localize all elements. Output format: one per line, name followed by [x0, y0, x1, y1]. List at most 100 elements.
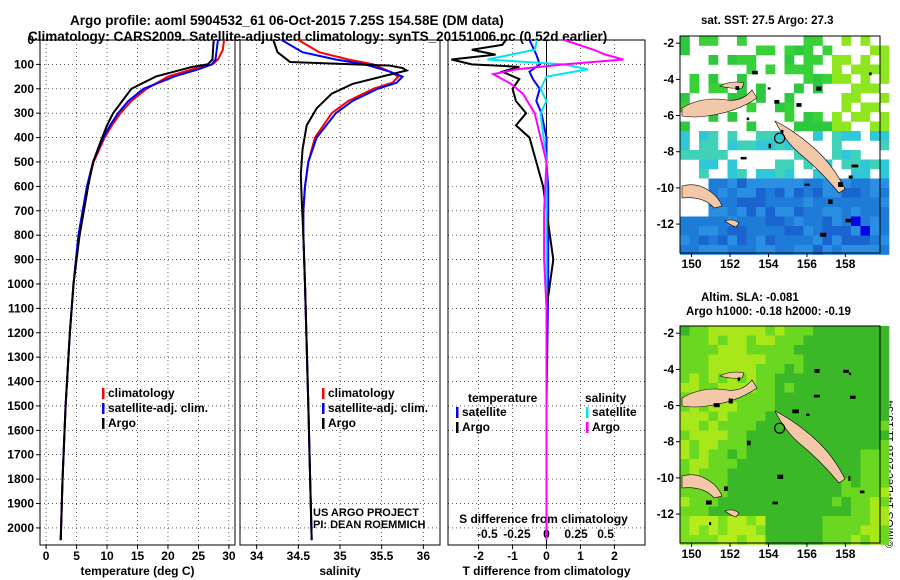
- map-cell: [832, 245, 842, 255]
- map-cell: [879, 197, 890, 208]
- map-cell: [718, 421, 728, 431]
- map-cell: [832, 392, 842, 403]
- map-cell: [765, 64, 776, 75]
- map-cell: [718, 335, 728, 346]
- reef-speck: [752, 70, 758, 75]
- map-cell: [813, 421, 823, 431]
- argo-float-marker: [774, 422, 786, 434]
- map-cell: [775, 178, 785, 189]
- map-cell: [756, 354, 766, 365]
- map-cell: [803, 326, 814, 336]
- map-cell: [832, 112, 842, 122]
- map-cell: [746, 55, 757, 65]
- map-cell: [746, 516, 757, 526]
- map-cell: [860, 36, 871, 46]
- map-cell: [813, 383, 823, 393]
- map-cell: [727, 497, 738, 507]
- map-cell: [832, 197, 842, 208]
- map-cell: [784, 440, 795, 450]
- map-cell: [803, 55, 814, 65]
- map-cell: [879, 478, 890, 488]
- map-cell: [860, 411, 871, 422]
- map-frame: [679, 325, 881, 544]
- map-cell: [813, 112, 823, 122]
- map-cell: [746, 140, 757, 151]
- title-line-1: Argo profile: aoml 5904532_61 06-Oct-201…: [70, 13, 504, 28]
- x-axis-label: T difference from climatology: [462, 564, 630, 578]
- map-cell: [784, 226, 795, 236]
- reef-speck: [848, 372, 852, 376]
- map-cell: [775, 487, 785, 498]
- reef-speck: [768, 143, 772, 149]
- map-cell: [727, 468, 738, 479]
- map-cell: [727, 345, 738, 355]
- reef-speck: [848, 175, 853, 179]
- map-cell: [775, 345, 785, 355]
- map-cell: [832, 506, 842, 517]
- map-cell: [870, 226, 880, 236]
- map-cell: [718, 188, 728, 198]
- map-cell: [737, 335, 747, 346]
- map-cell: [784, 487, 795, 498]
- x-tick-label: -2: [473, 549, 484, 563]
- map-cell: [784, 93, 795, 103]
- map-cell: [822, 326, 833, 336]
- map-cell: [851, 235, 861, 246]
- map-cell: [832, 55, 842, 65]
- map-cell: [718, 535, 728, 545]
- map-cell: [756, 235, 766, 246]
- map-cell: [765, 411, 776, 422]
- map-cell: [813, 354, 823, 365]
- map-cell: [851, 478, 861, 488]
- y-tick-label: 1500: [7, 399, 34, 413]
- map-cell: [832, 478, 842, 488]
- reef-speck: [796, 103, 802, 107]
- map-cell: [680, 449, 690, 460]
- map-cell: [803, 64, 814, 75]
- map-cell: [775, 449, 785, 460]
- map-cell: [841, 506, 852, 517]
- map-cell: [794, 516, 804, 526]
- map-cell: [813, 478, 823, 488]
- map-cell: [851, 131, 861, 141]
- map-cell: [765, 354, 776, 365]
- map-cell: [737, 449, 747, 460]
- y-tick-label: 200: [14, 82, 34, 96]
- map-cell: [727, 440, 738, 450]
- reef-speck: [848, 476, 851, 481]
- map-cell: [708, 411, 719, 422]
- map-cell: [879, 131, 890, 141]
- map-cell: [718, 402, 728, 412]
- map-y-tick-label: -4: [663, 362, 674, 376]
- map-cell: [784, 112, 795, 122]
- map-cell: [689, 440, 700, 450]
- map-x-tick-label: 150: [682, 257, 702, 271]
- map-cell: [794, 245, 804, 255]
- map-cell: [860, 102, 871, 113]
- x-tick-label: 2: [611, 549, 618, 563]
- map-cell: [794, 373, 804, 384]
- map-cell: [879, 411, 890, 422]
- map-cell: [718, 207, 728, 217]
- map-cell: [727, 131, 738, 141]
- map-cell: [718, 449, 728, 460]
- x-tick-label: 30: [222, 549, 236, 563]
- map-cell: [708, 188, 719, 198]
- map-cell: [851, 373, 861, 384]
- reef-speck: [728, 398, 733, 404]
- island-shape: [724, 509, 740, 518]
- map-cell: [708, 159, 719, 170]
- map-cell: [879, 93, 890, 103]
- map-cell: [756, 83, 766, 94]
- reef-speck: [772, 501, 778, 505]
- map-cell: [813, 525, 823, 536]
- map-cell: [699, 354, 709, 365]
- map-cell: [708, 468, 719, 479]
- map-cell: [879, 506, 890, 517]
- map-cell: [775, 478, 785, 488]
- map-cell: [870, 525, 880, 536]
- map-cell: [841, 497, 852, 507]
- map-cell: [699, 140, 709, 151]
- legend-label: Argo: [328, 416, 356, 430]
- map-y-tick-label: -4: [663, 72, 674, 86]
